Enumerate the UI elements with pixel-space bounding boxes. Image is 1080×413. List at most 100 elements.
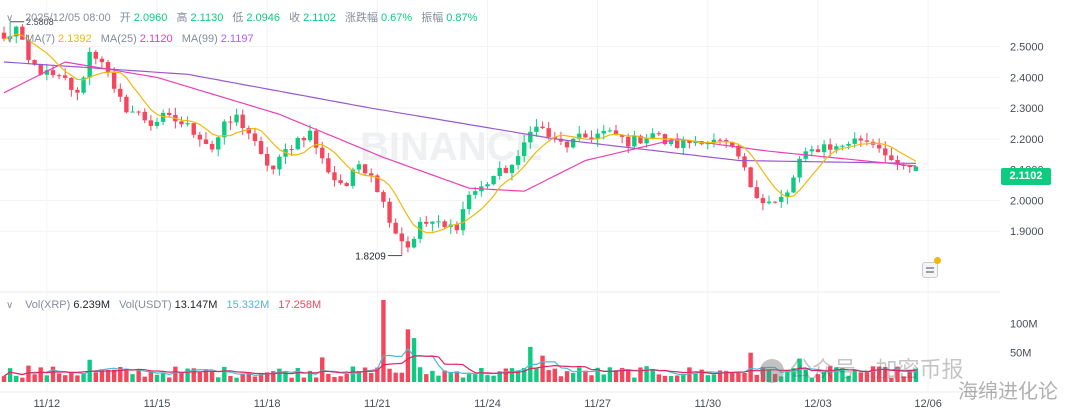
volume-bar xyxy=(466,374,472,382)
volume-bar xyxy=(369,372,374,382)
candle-body xyxy=(228,121,233,123)
amplitude-value: 0.87% xyxy=(446,12,478,24)
candle-body xyxy=(338,180,343,184)
candle-body xyxy=(405,241,411,248)
candle-body xyxy=(840,145,845,147)
volume-bar xyxy=(381,300,386,382)
volume-bar xyxy=(399,372,404,382)
volume-bar xyxy=(111,369,117,382)
volume-bar xyxy=(846,375,851,382)
candle-body xyxy=(369,173,374,176)
candle-body xyxy=(332,172,337,181)
volume-bar xyxy=(803,369,808,382)
vol-ma2-value: 17.258M xyxy=(278,299,322,311)
candle-body xyxy=(907,165,912,167)
volume-bar xyxy=(191,368,196,382)
volume-bar xyxy=(595,367,600,382)
candle-body xyxy=(26,39,31,61)
settings-icon[interactable] xyxy=(922,262,938,278)
candle-body xyxy=(307,130,313,141)
candle-body xyxy=(723,140,729,142)
volume-bar xyxy=(791,368,796,382)
volume-bar xyxy=(834,367,839,382)
volume-ma-lines xyxy=(3,347,916,377)
candle-body xyxy=(534,126,539,132)
volume-bar xyxy=(362,367,368,382)
candle-body xyxy=(191,123,196,135)
candle-body xyxy=(619,135,625,137)
candle-body xyxy=(583,133,588,138)
volume-bar xyxy=(907,370,912,382)
watermark-binance: BINANCE xyxy=(360,125,542,169)
candle-body xyxy=(613,130,619,136)
volume-bar xyxy=(864,372,870,382)
price-tick-label: 2.3000 xyxy=(1010,103,1044,115)
volume-bar xyxy=(271,371,276,382)
volume-bar xyxy=(216,377,221,382)
volume-bar xyxy=(387,368,392,382)
candle-body xyxy=(32,60,37,65)
volume-bar xyxy=(632,377,637,382)
volume-bar xyxy=(479,367,484,382)
volume-bar xyxy=(167,377,172,382)
candle-body xyxy=(564,141,570,148)
volume-bar xyxy=(723,370,729,382)
notification-dot xyxy=(934,257,941,264)
volume-bar xyxy=(473,374,478,382)
ma7-label: MA(7) xyxy=(25,33,56,45)
volume-bar xyxy=(326,373,331,382)
volume-bar xyxy=(852,370,857,382)
candle-body xyxy=(387,201,392,223)
time-tick-label: 11/12 xyxy=(33,398,60,410)
chevron-down-icon[interactable]: ∨ xyxy=(6,34,14,45)
volume-bar xyxy=(93,372,98,382)
chevron-down-icon[interactable]: ∨ xyxy=(6,300,14,311)
candle-body xyxy=(154,121,160,126)
candle-body xyxy=(589,137,594,140)
candle-body xyxy=(209,143,215,150)
sub-watermark-text: 海绵进化论 xyxy=(958,381,1058,403)
candle-body xyxy=(485,184,490,187)
candle-body xyxy=(644,138,649,144)
candle-body xyxy=(864,140,870,142)
volume-bar xyxy=(130,374,135,382)
candle-body xyxy=(601,130,606,134)
candle-body xyxy=(595,133,600,140)
volume-bar xyxy=(589,375,594,382)
candle-body xyxy=(44,70,50,75)
candle-body xyxy=(626,136,631,147)
candle-body xyxy=(81,77,86,93)
vol-usdt-value: 13.147M xyxy=(174,299,218,311)
time-axis: 11/12 11/15 11/18 11/21 11/24 11/27 11/30 12/03… xyxy=(33,398,941,410)
candle-body xyxy=(313,130,319,148)
volume-bar xyxy=(540,355,545,382)
candle-body xyxy=(142,111,147,121)
candle-body xyxy=(197,134,203,140)
close-label: 收 xyxy=(289,12,301,24)
chevron-down-icon[interactable]: ∨ xyxy=(6,13,14,24)
candle-body xyxy=(717,139,723,141)
wechat-watermark: 公众号 · 加密币报 xyxy=(760,352,964,384)
volume-bar xyxy=(393,372,398,382)
volume-bar xyxy=(607,367,613,382)
volume-bar xyxy=(405,329,411,382)
volume-bar xyxy=(417,367,423,382)
candle-body xyxy=(821,144,827,153)
vol-usdt-label: Vol(USDT) xyxy=(119,299,172,311)
volume-bar xyxy=(240,373,245,382)
volume-bar xyxy=(785,369,790,382)
high-price-label: 2.5808 xyxy=(26,17,54,27)
volume-bar xyxy=(185,368,190,382)
candle-body xyxy=(577,133,582,139)
candle-body xyxy=(509,164,515,173)
volume-bar xyxy=(460,377,466,382)
header-datetime: 2025/12/05 08:00 xyxy=(25,12,111,24)
candle-body xyxy=(50,70,56,76)
candle-body xyxy=(828,144,833,150)
wechat-icon xyxy=(760,359,784,384)
candle-body xyxy=(430,221,435,224)
volume-bar xyxy=(154,374,160,382)
volume-bar xyxy=(913,368,919,382)
volume-bar xyxy=(283,371,288,382)
